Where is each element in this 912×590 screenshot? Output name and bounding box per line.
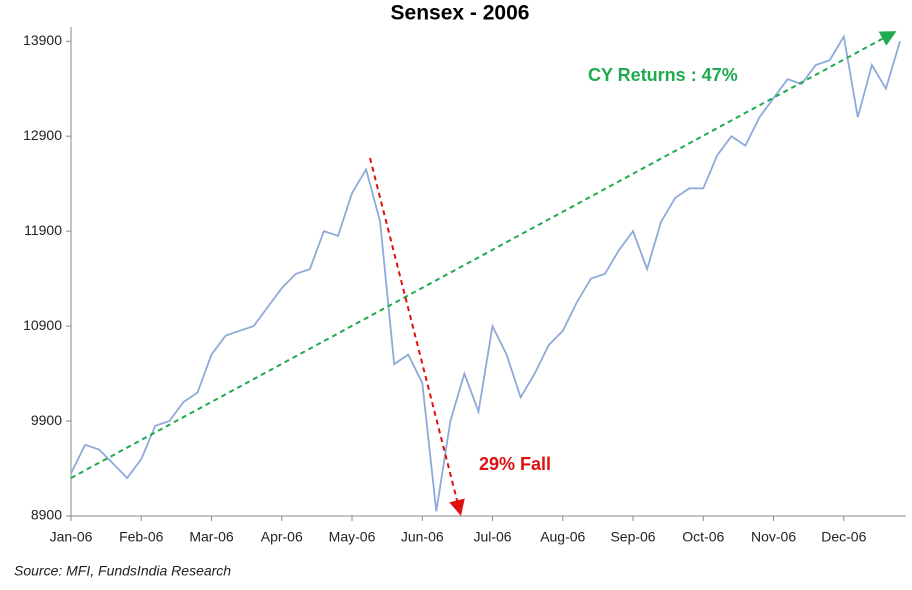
annotation: 29% Fall (479, 454, 551, 474)
fall-arrow (369, 157, 465, 516)
x-tick-label: Jul-06 (473, 529, 511, 545)
x-tick-label: Apr-06 (261, 529, 303, 545)
x-tick-label: Sep-06 (610, 529, 655, 545)
y-tick-label: 9900 (31, 412, 62, 428)
chart-title: Sensex - 2006 (391, 2, 530, 25)
annotation: CY Returns : 47% (588, 65, 738, 85)
plot-area: 8900 9900 10900 11900 12900 13900 Jan-06 Feb-06… (23, 27, 906, 545)
line-series (70, 33, 901, 512)
source: Source: MFI, FundsIndia Research (14, 563, 231, 579)
y-tick-label: 10900 (23, 317, 62, 333)
y-tick-label: 13900 (23, 32, 62, 48)
trend-arrow (70, 31, 897, 479)
x-tick-label: Jan-06 (50, 529, 93, 545)
x-tick-label: Mar-06 (189, 529, 234, 545)
y-tick-label: 8900 (31, 507, 62, 523)
x-tick-label: Aug-06 (540, 529, 585, 545)
y-tick-label: 12900 (23, 127, 62, 143)
x-tick-label: Oct-06 (682, 529, 724, 545)
x-tick-label: Feb-06 (119, 529, 164, 545)
x-tick-label: Nov-06 (751, 529, 796, 545)
x-tick-label: Dec-06 (821, 529, 866, 545)
x-tick-label: Jun-06 (401, 529, 444, 545)
x-tick-label: May-06 (329, 529, 376, 545)
y-tick-label: 11900 (24, 222, 62, 238)
